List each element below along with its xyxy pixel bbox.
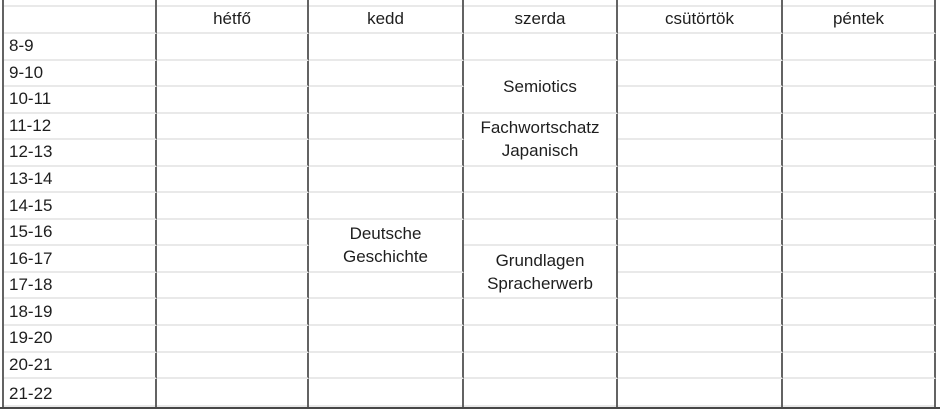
- grid-cell[interactable]: [783, 379, 936, 410]
- grid-cell[interactable]: [309, 113, 464, 141]
- last-row-gridline: [2, 405, 934, 407]
- grid-cell[interactable]: [157, 140, 309, 167]
- grid-cell[interactable]: [464, 166, 618, 194]
- grid-cell[interactable]: [309, 326, 464, 353]
- grid-cell[interactable]: [157, 113, 309, 141]
- grid-cell[interactable]: [783, 166, 936, 194]
- day-header-2[interactable]: kedd: [309, 0, 464, 34]
- grid-cell[interactable]: [618, 166, 783, 194]
- grid-cell[interactable]: [464, 193, 618, 220]
- time-slot-label[interactable]: 19-20: [4, 326, 157, 353]
- day-header-3[interactable]: szerda: [464, 0, 618, 34]
- grid-cell[interactable]: [157, 219, 309, 247]
- time-slot-label[interactable]: 8-9: [4, 34, 157, 61]
- time-slot-label[interactable]: 12-13: [4, 140, 157, 167]
- grid-cell[interactable]: [783, 272, 936, 300]
- time-slot-label[interactable]: 21-22: [4, 379, 157, 410]
- event-title-line: Grundlagen: [495, 250, 585, 270]
- time-slot-label[interactable]: 18-19: [4, 299, 157, 327]
- grid-cell[interactable]: [783, 60, 936, 88]
- grid-cell[interactable]: [309, 34, 464, 61]
- grid-cell[interactable]: [464, 299, 618, 327]
- grid-cell[interactable]: [464, 352, 618, 380]
- grid-cell[interactable]: [618, 140, 783, 167]
- time-slot-label[interactable]: 11-12: [4, 113, 157, 141]
- grid-cell[interactable]: [783, 246, 936, 273]
- grid-cell[interactable]: [309, 352, 464, 380]
- grid-cell[interactable]: [783, 193, 936, 220]
- grid-cell[interactable]: [309, 299, 464, 327]
- grid-cell[interactable]: [309, 166, 464, 194]
- event-title-line: Semiotics: [503, 76, 577, 96]
- event-cell[interactable]: Semiotics: [464, 60, 618, 114]
- grid-cell[interactable]: [157, 326, 309, 353]
- grid-cell[interactable]: [783, 34, 936, 61]
- time-slot-label[interactable]: 10-11: [4, 87, 157, 114]
- grid-cell[interactable]: [618, 219, 783, 247]
- top-gridline: [2, 5, 934, 7]
- grid-cell[interactable]: [157, 60, 309, 88]
- time-slot-label[interactable]: 20-21: [4, 352, 157, 380]
- time-slot-label[interactable]: 9-10: [4, 60, 157, 88]
- event-title-line: Fachwortschatz: [480, 118, 600, 138]
- event-cell[interactable]: Fachwortschatz Japanisch: [464, 113, 618, 167]
- time-slot-label[interactable]: 16-17: [4, 246, 157, 273]
- day-header-5[interactable]: péntek: [783, 0, 936, 34]
- time-slot-label[interactable]: 14-15: [4, 193, 157, 220]
- grid-cell[interactable]: [783, 219, 936, 247]
- grid-cell[interactable]: [309, 272, 464, 300]
- grid-cell[interactable]: [618, 246, 783, 273]
- grid-cell[interactable]: [618, 87, 783, 114]
- grid-cell[interactable]: [157, 352, 309, 380]
- grid-cell[interactable]: [618, 272, 783, 300]
- time-slot-label[interactable]: 13-14: [4, 166, 157, 194]
- day-header-1[interactable]: hétfő: [157, 0, 309, 34]
- event-title-line: Geschichte: [342, 247, 429, 267]
- grid-cell[interactable]: [157, 379, 309, 410]
- grid-cell[interactable]: [618, 299, 783, 327]
- grid-cell[interactable]: [309, 140, 464, 167]
- grid-cell[interactable]: [618, 379, 783, 410]
- grid-cell[interactable]: [618, 60, 783, 88]
- event-title-line: Japanisch: [501, 141, 579, 161]
- event-cell[interactable]: Deutsche Geschichte: [309, 219, 464, 273]
- grid-cell[interactable]: [783, 87, 936, 114]
- grid-cell[interactable]: [783, 299, 936, 327]
- corner-cell[interactable]: [4, 0, 157, 34]
- grid-cell[interactable]: [309, 193, 464, 220]
- bottom-border-line: [0, 407, 940, 409]
- grid-cell[interactable]: [464, 34, 618, 61]
- grid-cell[interactable]: [157, 87, 309, 114]
- grid-cell[interactable]: [157, 246, 309, 273]
- grid-cell[interactable]: [464, 379, 618, 410]
- grid-cell[interactable]: [618, 326, 783, 353]
- grid-cell[interactable]: [309, 87, 464, 114]
- grid-cell[interactable]: [157, 299, 309, 327]
- grid-cell[interactable]: [464, 326, 618, 353]
- grid-cell[interactable]: [783, 140, 936, 167]
- grid-cell[interactable]: [783, 326, 936, 353]
- grid-cell[interactable]: [618, 193, 783, 220]
- grid-cell[interactable]: [783, 113, 936, 141]
- grid-cell[interactable]: [157, 166, 309, 194]
- grid-cell[interactable]: [618, 113, 783, 141]
- event-title-line: Spracherwerb: [487, 273, 593, 293]
- grid-cell[interactable]: [157, 193, 309, 220]
- grid-cell[interactable]: [783, 352, 936, 380]
- grid-cell[interactable]: [157, 34, 309, 61]
- grid-cell[interactable]: [157, 272, 309, 300]
- grid-cell[interactable]: [309, 379, 464, 410]
- event-cell[interactable]: Grundlagen Spracherwerb: [464, 246, 618, 300]
- time-slot-label[interactable]: 17-18: [4, 272, 157, 300]
- event-title-line: Deutsche: [349, 224, 422, 244]
- day-header-4[interactable]: csütörtök: [618, 0, 783, 34]
- grid-cell[interactable]: [464, 219, 618, 247]
- grid-cell[interactable]: [618, 352, 783, 380]
- grid-cell[interactable]: [618, 34, 783, 61]
- grid-cell[interactable]: [309, 60, 464, 88]
- time-slot-label[interactable]: 15-16: [4, 219, 157, 247]
